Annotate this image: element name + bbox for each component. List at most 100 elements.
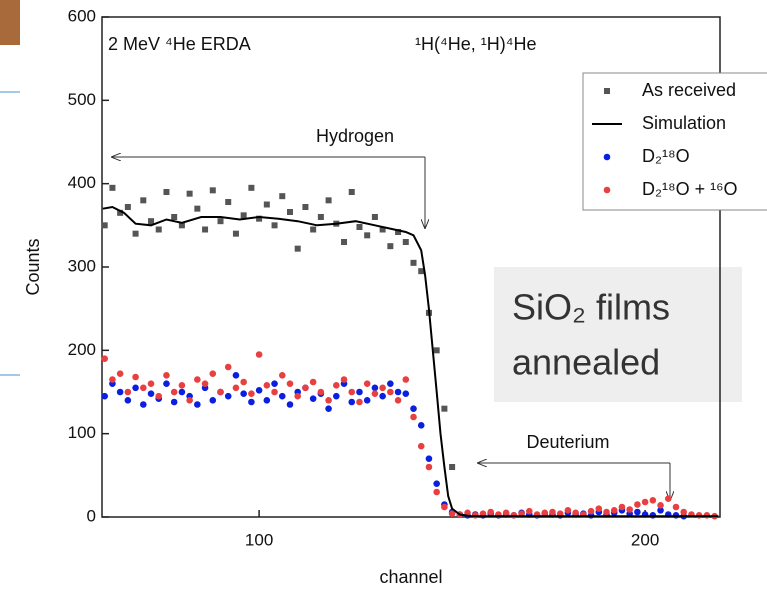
marker	[101, 392, 109, 400]
marker	[387, 243, 394, 250]
marker	[526, 507, 533, 515]
marker	[232, 230, 239, 237]
annotation: Deuterium	[526, 432, 609, 452]
line	[102, 205, 719, 518]
marker	[309, 395, 317, 402]
marker	[117, 209, 124, 216]
marker	[317, 214, 324, 220]
marker	[240, 378, 247, 386]
y-tick-label: 200	[68, 340, 96, 359]
marker	[348, 398, 356, 406]
marker	[279, 193, 286, 200]
box-text: SiO₂ films	[512, 287, 670, 328]
annotation: Hydrogen	[316, 126, 394, 146]
marker	[341, 239, 348, 245]
marker	[618, 503, 626, 511]
marker	[124, 388, 132, 396]
marker	[340, 376, 348, 383]
marker	[201, 380, 209, 387]
marker	[317, 388, 325, 396]
marker	[294, 245, 301, 252]
chart-subtitle: ¹H(⁴He, ¹H)⁴He	[415, 34, 536, 54]
marker	[680, 508, 688, 516]
marker	[178, 222, 185, 229]
marker	[441, 405, 448, 412]
marker	[487, 508, 495, 516]
marker	[286, 209, 293, 215]
marker	[441, 503, 448, 511]
marker	[402, 390, 410, 397]
marker	[402, 376, 410, 383]
marker	[124, 397, 132, 404]
marker	[363, 380, 371, 387]
marker	[140, 197, 147, 204]
marker	[271, 388, 278, 396]
marker	[109, 376, 116, 383]
box-text: annealed	[512, 342, 660, 383]
marker	[417, 442, 425, 450]
chart-title: 2 MeV ⁴He ERDA	[108, 34, 251, 54]
marker	[309, 378, 317, 386]
marker	[232, 372, 240, 379]
legend-label: D₂¹⁸O + ¹⁶O	[642, 179, 738, 199]
y-tick-label: 600	[68, 6, 96, 25]
marker	[672, 503, 680, 511]
marker	[348, 189, 355, 195]
marker	[147, 380, 155, 387]
marker	[132, 230, 139, 237]
marker	[541, 509, 549, 517]
marker	[286, 401, 294, 408]
marker	[410, 413, 417, 421]
annotation-box	[494, 267, 742, 402]
marker	[116, 388, 124, 396]
marker	[379, 384, 386, 392]
marker	[302, 204, 309, 210]
marker	[263, 201, 270, 208]
marker	[449, 464, 456, 470]
marker	[626, 506, 633, 513]
legend-label: As received	[642, 80, 736, 100]
marker	[664, 495, 672, 502]
marker	[595, 505, 603, 512]
x-axis-title: channel	[379, 567, 442, 587]
x-tick-label: 100	[245, 530, 273, 549]
marker	[170, 388, 178, 396]
marker	[286, 380, 294, 387]
marker	[101, 222, 108, 229]
marker	[132, 373, 139, 381]
y-tick-label: 0	[87, 506, 96, 525]
marker	[371, 390, 379, 397]
marker	[394, 397, 402, 404]
marker	[425, 463, 433, 471]
marker	[418, 268, 425, 275]
legend-marker	[604, 88, 610, 94]
marker	[394, 388, 402, 396]
marker	[178, 388, 186, 396]
marker	[232, 384, 240, 392]
marker	[634, 508, 641, 516]
marker	[502, 509, 510, 517]
x-tick-label: 200	[631, 530, 659, 549]
marker	[209, 370, 217, 377]
marker	[425, 455, 433, 462]
marker	[278, 372, 286, 379]
marker	[255, 351, 263, 358]
marker	[155, 226, 162, 233]
marker	[116, 370, 124, 377]
y-tick-label: 400	[68, 173, 96, 192]
marker	[395, 229, 402, 235]
marker	[263, 397, 271, 404]
marker	[140, 384, 147, 392]
marker	[564, 507, 572, 514]
marker	[101, 355, 109, 362]
marker	[217, 218, 224, 225]
marker	[433, 488, 440, 496]
marker	[294, 392, 302, 400]
marker	[302, 384, 309, 392]
marker	[371, 384, 379, 392]
legend-label: D₂¹⁸O	[642, 146, 690, 166]
marker	[240, 390, 247, 397]
marker	[549, 508, 556, 516]
marker	[363, 397, 371, 404]
marker	[410, 259, 417, 266]
